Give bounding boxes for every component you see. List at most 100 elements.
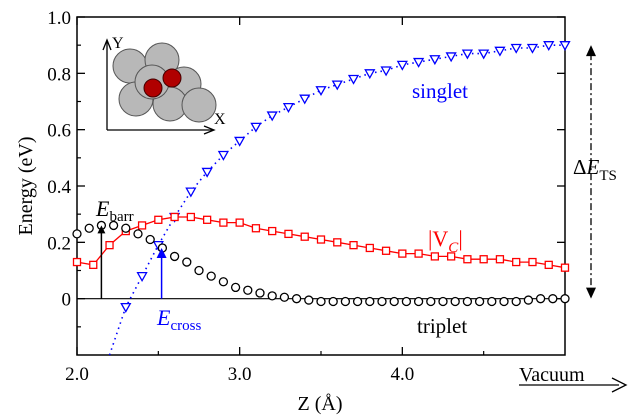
singlet-point — [282, 102, 295, 113]
singlet-point — [136, 271, 148, 282]
oxygen-atom — [162, 68, 182, 88]
inset-x-label: X — [214, 111, 226, 128]
singlet-point — [445, 52, 457, 63]
triplet-point — [169, 251, 180, 262]
vc-point — [446, 252, 456, 261]
triplet-point — [206, 271, 216, 281]
singlet-point — [217, 150, 230, 161]
inset-x-arrowhead — [203, 125, 216, 135]
singlet-point — [201, 167, 213, 178]
singlet-point — [266, 111, 278, 122]
triplet-point — [145, 234, 155, 245]
singlet-point — [347, 74, 360, 85]
vc-point — [398, 249, 407, 258]
vc-point — [89, 260, 98, 270]
triplet-point — [316, 296, 326, 307]
ecross-arrowhead — [156, 247, 167, 258]
triplet-point — [84, 223, 94, 233]
y-tick-label: 0.4 — [47, 177, 71, 198]
x-tick-label: 3.0 — [228, 364, 252, 385]
vc-point — [300, 232, 309, 241]
triplet-point — [499, 296, 509, 307]
vacuum-arrowhead — [611, 377, 628, 393]
vc-point — [219, 218, 228, 227]
y-axis-label: Energy (eV) — [15, 136, 37, 235]
ebarr-label: Ebarr — [95, 196, 134, 225]
triplet-point — [462, 296, 473, 307]
triplet-label: triplet — [417, 314, 467, 338]
singlet-point — [526, 43, 539, 54]
singlet-fit-curve — [108, 44, 565, 356]
triplet-point — [304, 295, 314, 305]
vacuum-label: Vacuum — [519, 364, 585, 386]
vc-point — [202, 215, 212, 224]
inset-y-label: Y — [112, 35, 124, 52]
singlet-point — [185, 187, 197, 198]
singlet-point — [494, 46, 506, 57]
vc-point — [544, 260, 553, 270]
x-tick-label: 2.0 — [65, 364, 89, 385]
x-axis-ticks: 2.0 3.0 4.0 — [65, 17, 485, 385]
vc-point — [333, 238, 342, 247]
triplet-point — [401, 296, 412, 307]
vc-point — [186, 212, 196, 222]
delta-ets-arrowhead-top — [586, 45, 596, 57]
triplet-point — [279, 292, 290, 302]
vc-point — [154, 215, 163, 224]
triplet-point — [389, 296, 399, 307]
triplet-point — [182, 257, 192, 267]
vc-point — [105, 240, 114, 250]
singlet-point — [429, 55, 441, 66]
triplet-point — [243, 285, 253, 295]
series-layer — [72, 41, 571, 313]
singlet-point — [331, 80, 343, 91]
x-tick-label: 4.0 — [390, 364, 414, 385]
vc-label: |VC| — [428, 226, 463, 256]
singlet-point — [380, 66, 392, 77]
singlet-point — [478, 49, 490, 60]
vc-point — [72, 257, 82, 267]
triplet-point — [255, 288, 265, 298]
singlet-point — [234, 136, 246, 147]
vc-point — [235, 218, 244, 227]
triplet-point — [474, 296, 485, 307]
inset-y-arrowhead — [102, 38, 112, 51]
triplet-point — [365, 296, 375, 307]
triplet-point — [377, 296, 387, 307]
triplet-point — [450, 296, 460, 307]
triplet-point — [340, 296, 351, 307]
vc-point — [463, 255, 472, 264]
delta-ets-arrowhead-bottom — [586, 287, 596, 299]
triplet-point — [218, 277, 229, 287]
delta-ets-label: ΔETS — [573, 155, 617, 184]
singlet-point — [250, 122, 262, 133]
triplet-point — [328, 296, 338, 307]
vc-point — [495, 255, 505, 264]
y-tick-label: 0.6 — [47, 121, 71, 142]
y-axis-ticks: 0 0.2 0.4 0.6 0.8 1.0 — [47, 8, 565, 328]
triplet-point — [426, 296, 436, 307]
y-tick-label: 0.2 — [47, 233, 71, 254]
vc-point — [479, 255, 488, 264]
triplet-point — [267, 291, 277, 301]
triplet-point — [511, 296, 521, 307]
oxygen-atom — [143, 78, 163, 98]
vc-point — [560, 263, 570, 272]
triplet-point — [560, 294, 570, 304]
triplet-point — [133, 229, 143, 239]
triplet-point — [96, 220, 107, 231]
y-tick-label: 0 — [62, 290, 72, 311]
singlet-point — [510, 43, 522, 54]
singlet-point — [543, 41, 555, 51]
triplet-point — [72, 229, 82, 239]
singlet-point — [412, 57, 425, 68]
triplet-point — [487, 296, 497, 307]
surface-atom — [181, 87, 217, 123]
triplet-point — [194, 265, 204, 276]
y-tick-label: 0.8 — [47, 64, 71, 85]
vc-point — [528, 257, 537, 267]
singlet-point — [364, 69, 376, 80]
vc-point — [284, 229, 293, 239]
singlet-point — [315, 86, 327, 97]
